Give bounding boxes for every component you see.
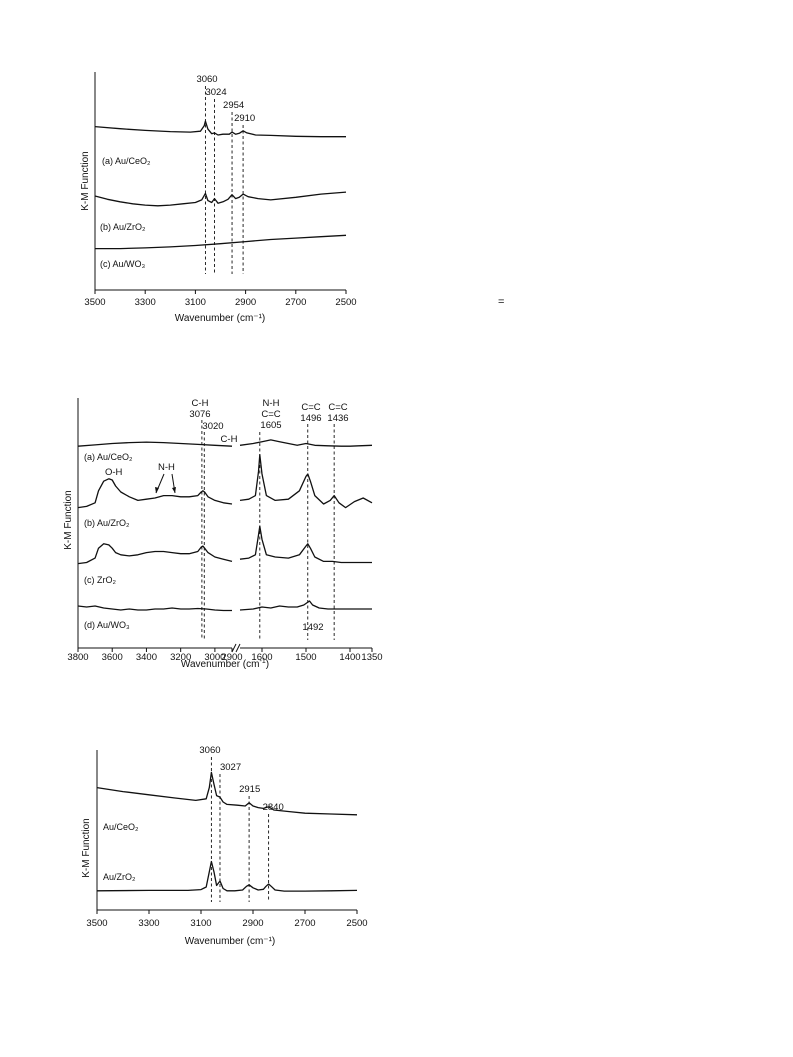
chart-middle-ann-3020: 3020	[202, 421, 223, 432]
chart-middle-ann-cc-3: C=C	[328, 402, 347, 413]
chart-middle-series-line	[77, 605, 232, 612]
chart-middle-series-line	[77, 441, 233, 447]
chart-middle-xtick-label: 3800	[67, 652, 88, 663]
chart-middle-xtick-label: 3600	[102, 652, 123, 663]
chart-middle-series-label-a: (a) Au/CeO₂	[84, 452, 133, 462]
chart-top-xtick-label: 3100	[185, 297, 206, 308]
chart-middle-series-line	[239, 600, 372, 611]
chart-bottom-xlabel: Wavenumber (cm⁻¹)	[185, 936, 275, 947]
chart-top-series-line	[95, 234, 347, 250]
chart-middle-series-label-c: (c) ZrO₂	[84, 575, 116, 585]
chart-top-series-label-c: (c) Au/WO₃	[100, 259, 146, 269]
chart-middle-xtick-label: 2900	[221, 652, 242, 663]
chart-middle-xlabel-text: Wavenumber	[181, 659, 241, 670]
chart-middle-series-line	[239, 439, 373, 447]
chart-top-xtick-label: 2700	[285, 297, 306, 308]
chart-bottom-peak-label: 3060	[199, 745, 220, 756]
chart-middle-ann-oh: O-H	[105, 467, 123, 478]
chart-bottom-ylabel: K-M Function	[81, 818, 92, 877]
chart-middle-series-line	[239, 525, 372, 564]
chart-bottom-xtick-label: 2900	[242, 918, 263, 929]
chart-middle-ann-1496: 1496	[300, 413, 321, 424]
chart-middle-nh-arrowhead-1	[155, 487, 159, 493]
chart-bottom-peak-label: 2840	[263, 802, 284, 813]
chart-middle-xtick-label: 1600	[251, 652, 272, 663]
chart-bottom-xtick-label: 2500	[346, 918, 367, 929]
chart-top-xtick-label: 2500	[335, 297, 356, 308]
chart-middle-ann-1492: 1492	[302, 622, 323, 633]
chart-middle-ann-ch: C-H	[192, 398, 209, 409]
chart-top-xtick-label: 2900	[235, 297, 256, 308]
chart-bottom-series-line	[96, 771, 358, 816]
chart-middle-xtick-label: 1500	[295, 652, 316, 663]
chart-bottom-xtick-label: 3300	[138, 918, 159, 929]
chart-middle-axis-break-2	[235, 643, 241, 653]
chart-middle-ann-1436: 1436	[327, 413, 348, 424]
chart-middle-axis-break-1	[231, 643, 237, 653]
chart-top-peak-label: 3060	[196, 74, 217, 85]
chart-top-series-label-b: (b) Au/ZrO₂	[100, 222, 146, 232]
chart-middle-series-line	[239, 454, 373, 509]
chart-middle-xtick-label: 3200	[170, 652, 191, 663]
chart-bottom-series-line	[96, 860, 358, 892]
chart-top-peak-label: 2910	[234, 113, 255, 124]
chart-bottom-xtick-label: 3100	[190, 918, 211, 929]
chart-middle-ann-nh: N-H	[263, 398, 280, 409]
chart-bottom-xtick-label: 3500	[86, 918, 107, 929]
chart-middle-ann-1605: 1605	[260, 420, 281, 431]
chart-bottom-peak-label: 3027	[220, 762, 241, 773]
chart-top-ylabel: K-M Function	[80, 151, 91, 210]
chart-middle-xtick-label: 3400	[136, 652, 157, 663]
chart-middle-series-label-d: (d) Au/WO₃	[84, 620, 130, 630]
chart-bottom-series-label-a: Au/CeO₂	[103, 822, 139, 832]
chart-middle-xtick-label: 1400	[339, 652, 360, 663]
chart-middle-ann-ch-2: C-H	[221, 434, 238, 445]
chart-middle-series-line	[77, 543, 233, 565]
chart-bottom-peak-label: 2915	[239, 784, 260, 795]
chart-middle-series-label-b: (b) Au/ZrO₂	[84, 518, 130, 528]
chart-middle-ann-cc: C=C	[261, 409, 280, 420]
chart-top-peak-label: 3024	[205, 87, 226, 98]
chart-middle-xtick-label: 1350	[361, 652, 382, 663]
chart-bottom-xtick-label: 2700	[294, 918, 315, 929]
chart-middle-nh-arrowhead-2	[172, 487, 176, 493]
chart-bottom-series-label-b: Au/ZrO₂	[103, 872, 136, 882]
chart-middle-ann-3076: 3076	[189, 409, 210, 420]
chart-middle-ylabel: K-M Function	[63, 490, 74, 549]
chart-top-peak-label: 2954	[223, 100, 244, 111]
chart-middle-xlabel: Wavenumber (cm-1)	[181, 658, 269, 670]
chart-middle-series-line	[77, 478, 233, 509]
chart-middle-ann-nh-2: N-H	[158, 462, 175, 473]
chart-top-xtick-label: 3500	[84, 297, 105, 308]
chart-top-series-label-a: (a) Au/CeO₂	[102, 156, 151, 166]
chart-middle-ann-cc-2: C=C	[301, 402, 320, 413]
stray-mark: =	[498, 296, 505, 308]
chart-middle-xtick-label: 3000	[204, 652, 225, 663]
chart-top-xtick-label: 3300	[135, 297, 156, 308]
chart-top-xlabel: Wavenumber (cm⁻¹)	[175, 313, 265, 324]
chart-top-series-line	[94, 120, 346, 138]
chart-top-series-line	[94, 191, 347, 207]
